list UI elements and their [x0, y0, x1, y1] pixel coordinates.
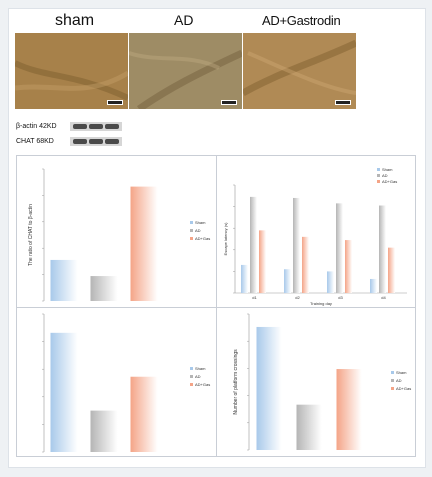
micrograph-sham: [15, 33, 128, 109]
photo-title-ad-gastrodin: AD+Gastrodin: [262, 13, 341, 28]
wb-band: [105, 139, 119, 144]
chart-platform-crossings: Number of platform crossings Sham AD AD+Gas: [233, 313, 411, 451]
bar-ad-gastrodin: [336, 369, 362, 450]
y-axis-label: The ratio of CHAT to β-actin: [28, 204, 34, 266]
bar-sham-d1: [241, 264, 248, 293]
legend-label: Sham: [195, 366, 206, 371]
x-tick-label: d3: [338, 295, 343, 300]
legend-label: AD: [195, 374, 201, 379]
wb-strip-beta-actin: [70, 122, 122, 131]
micrograph-sham-texture: [15, 33, 128, 109]
panel-divider-horizontal: [16, 307, 416, 308]
bar-sham: [256, 326, 282, 450]
bar-sham-d2: [284, 269, 291, 293]
y-axis-label: Escape latency (s): [223, 222, 228, 256]
legend-label: AD+Gas: [195, 382, 210, 387]
bar-sham-d4: [370, 278, 377, 293]
bar-ad-d4: [379, 205, 386, 293]
wb-band: [89, 124, 103, 129]
legend-label: Sham: [396, 370, 407, 375]
y-axis-label: Number of platform crossings: [233, 349, 239, 415]
bar-ad-gas-d1: [259, 230, 266, 293]
scale-bar: [335, 100, 351, 105]
wb-label-chat: CHAT 68KD: [16, 138, 54, 145]
chart-third-measure: Sham AD AD+Gas: [42, 313, 210, 453]
legend-swatch: [190, 229, 193, 232]
photo-title-ad: AD: [174, 12, 194, 28]
wb-band: [73, 139, 87, 144]
bar-ad-gas-d3: [345, 240, 352, 293]
legend-label: AD+Gas: [382, 179, 397, 184]
wb-band: [73, 124, 87, 129]
legend-swatch: [391, 387, 394, 390]
wb-label-beta-actin: β-actin 42KD: [16, 123, 57, 130]
bar-ad-d2: [293, 197, 300, 293]
bar-ad: [90, 410, 118, 452]
legend-swatch: [391, 379, 394, 382]
micrograph-ad-texture: [129, 33, 242, 109]
legend-swatch: [190, 237, 193, 240]
legend-swatch: [391, 371, 394, 374]
micrograph-ad-gastrodin: [243, 33, 356, 109]
micrograph-ad-gastrodin-texture: [243, 33, 356, 109]
micrograph-ad: [129, 33, 242, 109]
legend-label: AD: [382, 173, 388, 178]
x-tick-label: d4: [381, 295, 386, 300]
bar-ad-gas-d4: [388, 247, 395, 293]
legend-swatch: [190, 221, 193, 224]
legend-label: Sham: [382, 167, 393, 172]
bar-ad-gas-d2: [302, 236, 309, 293]
legend-label: AD: [396, 378, 402, 383]
bar-sham: [50, 332, 78, 452]
wb-band: [105, 124, 119, 129]
bar-ad-d1: [250, 196, 257, 293]
legend-swatch: [377, 174, 380, 177]
wb-strip-chat: [70, 137, 122, 146]
bar-sham-d3: [327, 271, 334, 293]
legend-swatch: [190, 383, 193, 386]
bar-ad-gastrodin: [130, 186, 158, 301]
x-tick-label: d2: [295, 295, 300, 300]
photo-title-sham: sham: [55, 12, 95, 29]
chart-chat-ratio: The ratio of CHAT to β-actin Sham AD AD+Gas: [28, 168, 210, 302]
scale-bar: [221, 100, 237, 105]
panel-divider-vertical: [216, 155, 217, 457]
x-tick-label: d1: [252, 295, 257, 300]
bar-ad: [296, 404, 322, 450]
bar-ad-gastrodin: [130, 376, 158, 452]
chart-escape-latency: d1 d2 d3 d4 Training day Escape latency (s) Sh…: [223, 167, 407, 306]
legend-swatch: [377, 168, 380, 171]
wb-band: [89, 139, 103, 144]
legend-label: AD+Gas: [396, 386, 411, 391]
legend-label: AD+Gas: [195, 236, 210, 241]
legend-label: AD: [195, 228, 201, 233]
scale-bar: [107, 100, 123, 105]
legend-swatch: [377, 180, 380, 183]
legend-swatch: [190, 367, 193, 370]
bar-sham: [50, 259, 78, 301]
legend-swatch: [190, 375, 193, 378]
bar-ad: [90, 276, 118, 301]
bar-ad-d3: [336, 203, 343, 293]
legend-label: Sham: [195, 220, 206, 225]
x-axis-label: Training day: [310, 301, 332, 306]
